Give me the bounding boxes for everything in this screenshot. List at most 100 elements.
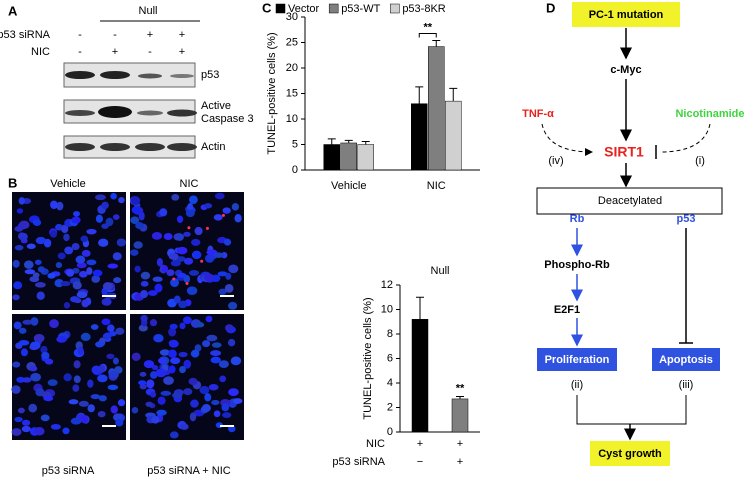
- nucleus: [21, 425, 31, 433]
- node-label: Proliferation: [545, 354, 610, 366]
- nucleus: [213, 410, 221, 418]
- nucleus: [156, 257, 163, 267]
- y-tick-label: 6: [387, 352, 393, 364]
- nucleus: [81, 299, 89, 308]
- band: [65, 143, 95, 151]
- nucleus: [14, 244, 24, 251]
- nucleus: [75, 255, 86, 264]
- nucleus: [73, 298, 82, 304]
- legend-label: p53-WT: [341, 3, 380, 15]
- nucleus: [19, 232, 28, 241]
- column-label: NIC: [180, 178, 199, 190]
- error-bar: [456, 395, 464, 399]
- nucleus: [87, 404, 95, 413]
- band: [100, 71, 130, 79]
- blot-label: p53: [201, 69, 219, 81]
- row-label: p53 siRNA: [0, 29, 51, 41]
- nucleus: [32, 219, 42, 226]
- nucleus: [94, 194, 106, 201]
- band: [167, 109, 197, 117]
- nucleus: [192, 251, 202, 259]
- nucleus: [107, 384, 119, 391]
- nucleus: [72, 384, 80, 392]
- nucleus: [57, 252, 66, 260]
- nucleus: [80, 415, 89, 424]
- nucleus: [70, 417, 82, 425]
- nucleus: [102, 282, 113, 291]
- nucleus: [168, 340, 179, 348]
- error-bar: [415, 86, 424, 104]
- nucleus: [110, 405, 118, 414]
- nucleus: [90, 324, 99, 330]
- tunel-dot: [185, 281, 189, 285]
- pathway-diagram: PC-1 mutation c-Myc TNF-α Nicotinamide S…: [522, 2, 745, 466]
- nucleus: [35, 236, 47, 245]
- nucleus: [80, 332, 91, 342]
- y-tick-label: 10: [286, 113, 298, 125]
- nucleus: [86, 228, 97, 235]
- nucleus: [210, 350, 222, 357]
- nucleus: [13, 281, 23, 290]
- nucleus: [106, 324, 115, 332]
- nucleus: [76, 291, 88, 299]
- nucleus: [97, 374, 108, 383]
- node-box: [537, 348, 617, 371]
- nucleus: [55, 223, 63, 231]
- band: [138, 73, 162, 79]
- nucleus: [22, 319, 33, 325]
- node-label: p53: [677, 213, 696, 225]
- nucleus: [183, 257, 194, 265]
- x-table-cell: +: [457, 438, 463, 450]
- nucleus: [211, 342, 222, 348]
- nucleus: [11, 428, 22, 436]
- nucleus: [16, 376, 25, 383]
- nucleus: [12, 294, 20, 301]
- blot-label: Active: [201, 100, 231, 112]
- nucleus: [131, 206, 141, 214]
- y-tick-label: 30: [286, 11, 298, 23]
- nucleus: [155, 368, 167, 378]
- nucleus: [195, 322, 205, 328]
- nucleus: [18, 197, 26, 205]
- band: [135, 143, 165, 151]
- nucleus: [166, 269, 175, 277]
- nucleus: [204, 393, 212, 402]
- nucleus: [116, 238, 127, 247]
- node-label: Cyst growth: [598, 448, 662, 460]
- nucleus: [134, 265, 141, 273]
- nucleus: [221, 403, 230, 412]
- nucleus: [140, 280, 149, 287]
- nucleus: [145, 401, 153, 407]
- bar: [340, 142, 357, 171]
- nucleus: [110, 192, 117, 200]
- nucleus: [161, 265, 169, 273]
- image-label: p53 siRNA: [42, 465, 95, 477]
- nucleus: [218, 288, 227, 295]
- nucleus: [101, 298, 112, 306]
- nucleus: [158, 357, 167, 364]
- x-tick-label: NIC: [427, 180, 446, 192]
- nucleus: [133, 241, 143, 249]
- legend-swatch: [390, 3, 400, 14]
- nucleus: [190, 399, 199, 408]
- nucleus: [156, 409, 167, 416]
- nucleus: [201, 404, 211, 413]
- nucleus: [71, 242, 80, 251]
- nucleus: [11, 385, 21, 394]
- y-tick-label: 15: [286, 87, 298, 99]
- nucleus: [47, 272, 56, 279]
- image-label: p53 siRNA + NIC: [147, 465, 231, 477]
- sign: +: [179, 46, 185, 58]
- nucleus: [44, 358, 54, 365]
- error-bar: [327, 138, 336, 145]
- nucleus: [14, 416, 23, 423]
- nucleus: [206, 334, 218, 342]
- x-table-cell: +: [417, 438, 423, 450]
- nucleus: [169, 431, 179, 439]
- tunel-dot: [200, 259, 204, 263]
- nucleus: [168, 327, 177, 337]
- nucleus: [204, 203, 213, 209]
- node-label: PC-1 mutation: [589, 9, 664, 21]
- nucleus: [151, 231, 163, 240]
- nucleus: [72, 281, 82, 290]
